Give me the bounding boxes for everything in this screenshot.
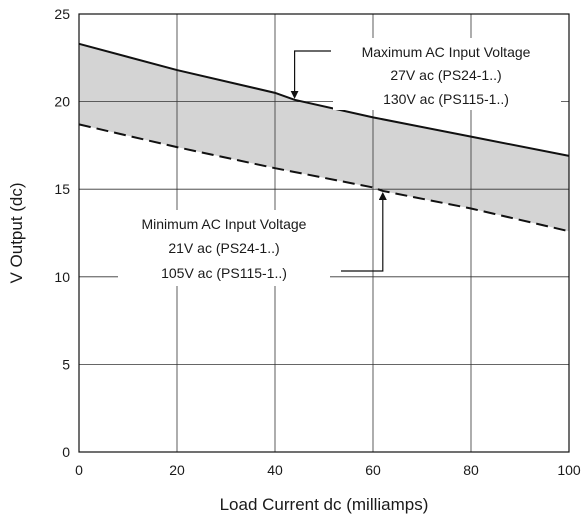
annotation-line: 21V ac (PS24-1..) xyxy=(168,240,279,256)
x-tick-label: 20 xyxy=(169,462,185,478)
y-tick-label: 5 xyxy=(62,356,70,372)
series-line-maximum xyxy=(78,42,570,157)
annotation-line: Minimum AC Input Voltage xyxy=(142,216,307,232)
series-line-minimum xyxy=(78,123,570,233)
annotation-minimum: Minimum AC Input Voltage 21V ac (PS24-1..… xyxy=(118,191,387,286)
annotation-arrow xyxy=(290,50,331,99)
x-tick-label: 80 xyxy=(463,462,479,478)
y-tick-label: 25 xyxy=(54,6,70,22)
x-tick-label: 100 xyxy=(557,462,581,478)
series-layer xyxy=(78,42,570,233)
annotation-line: Maximum AC Input Voltage xyxy=(362,44,531,60)
plot-frame xyxy=(78,13,570,453)
y-tick-label: 0 xyxy=(62,444,70,460)
annotation-arrow xyxy=(341,191,387,272)
x-axis-title: Load Current dc (milliamps) xyxy=(220,495,429,514)
y-tick-label: 20 xyxy=(54,94,70,110)
y-axis-title: V Output (dc) xyxy=(7,182,26,283)
y-tick-label: 10 xyxy=(54,269,70,285)
y-tick-label: 15 xyxy=(54,181,70,197)
annotation-line: 27V ac (PS24-1..) xyxy=(390,67,501,83)
annotation-maximum: Maximum AC Input Voltage 27V ac (PS24-1..… xyxy=(290,38,561,110)
annotation-line: 130V ac (PS115-1..) xyxy=(383,91,509,107)
annotation-line: 105V ac (PS115-1..) xyxy=(161,265,287,281)
shaded-band xyxy=(79,43,569,232)
annotation-background xyxy=(333,38,561,110)
annotation-background xyxy=(118,210,330,286)
tick-labels: 0 20 40 60 80 100 0 5 10 15 20 25 xyxy=(54,6,580,478)
x-tick-label: 0 xyxy=(75,462,83,478)
x-tick-label: 60 xyxy=(365,462,381,478)
annotation-layer: Maximum AC Input Voltage 27V ac (PS24-1..… xyxy=(118,38,561,286)
x-tick-label: 40 xyxy=(267,462,283,478)
